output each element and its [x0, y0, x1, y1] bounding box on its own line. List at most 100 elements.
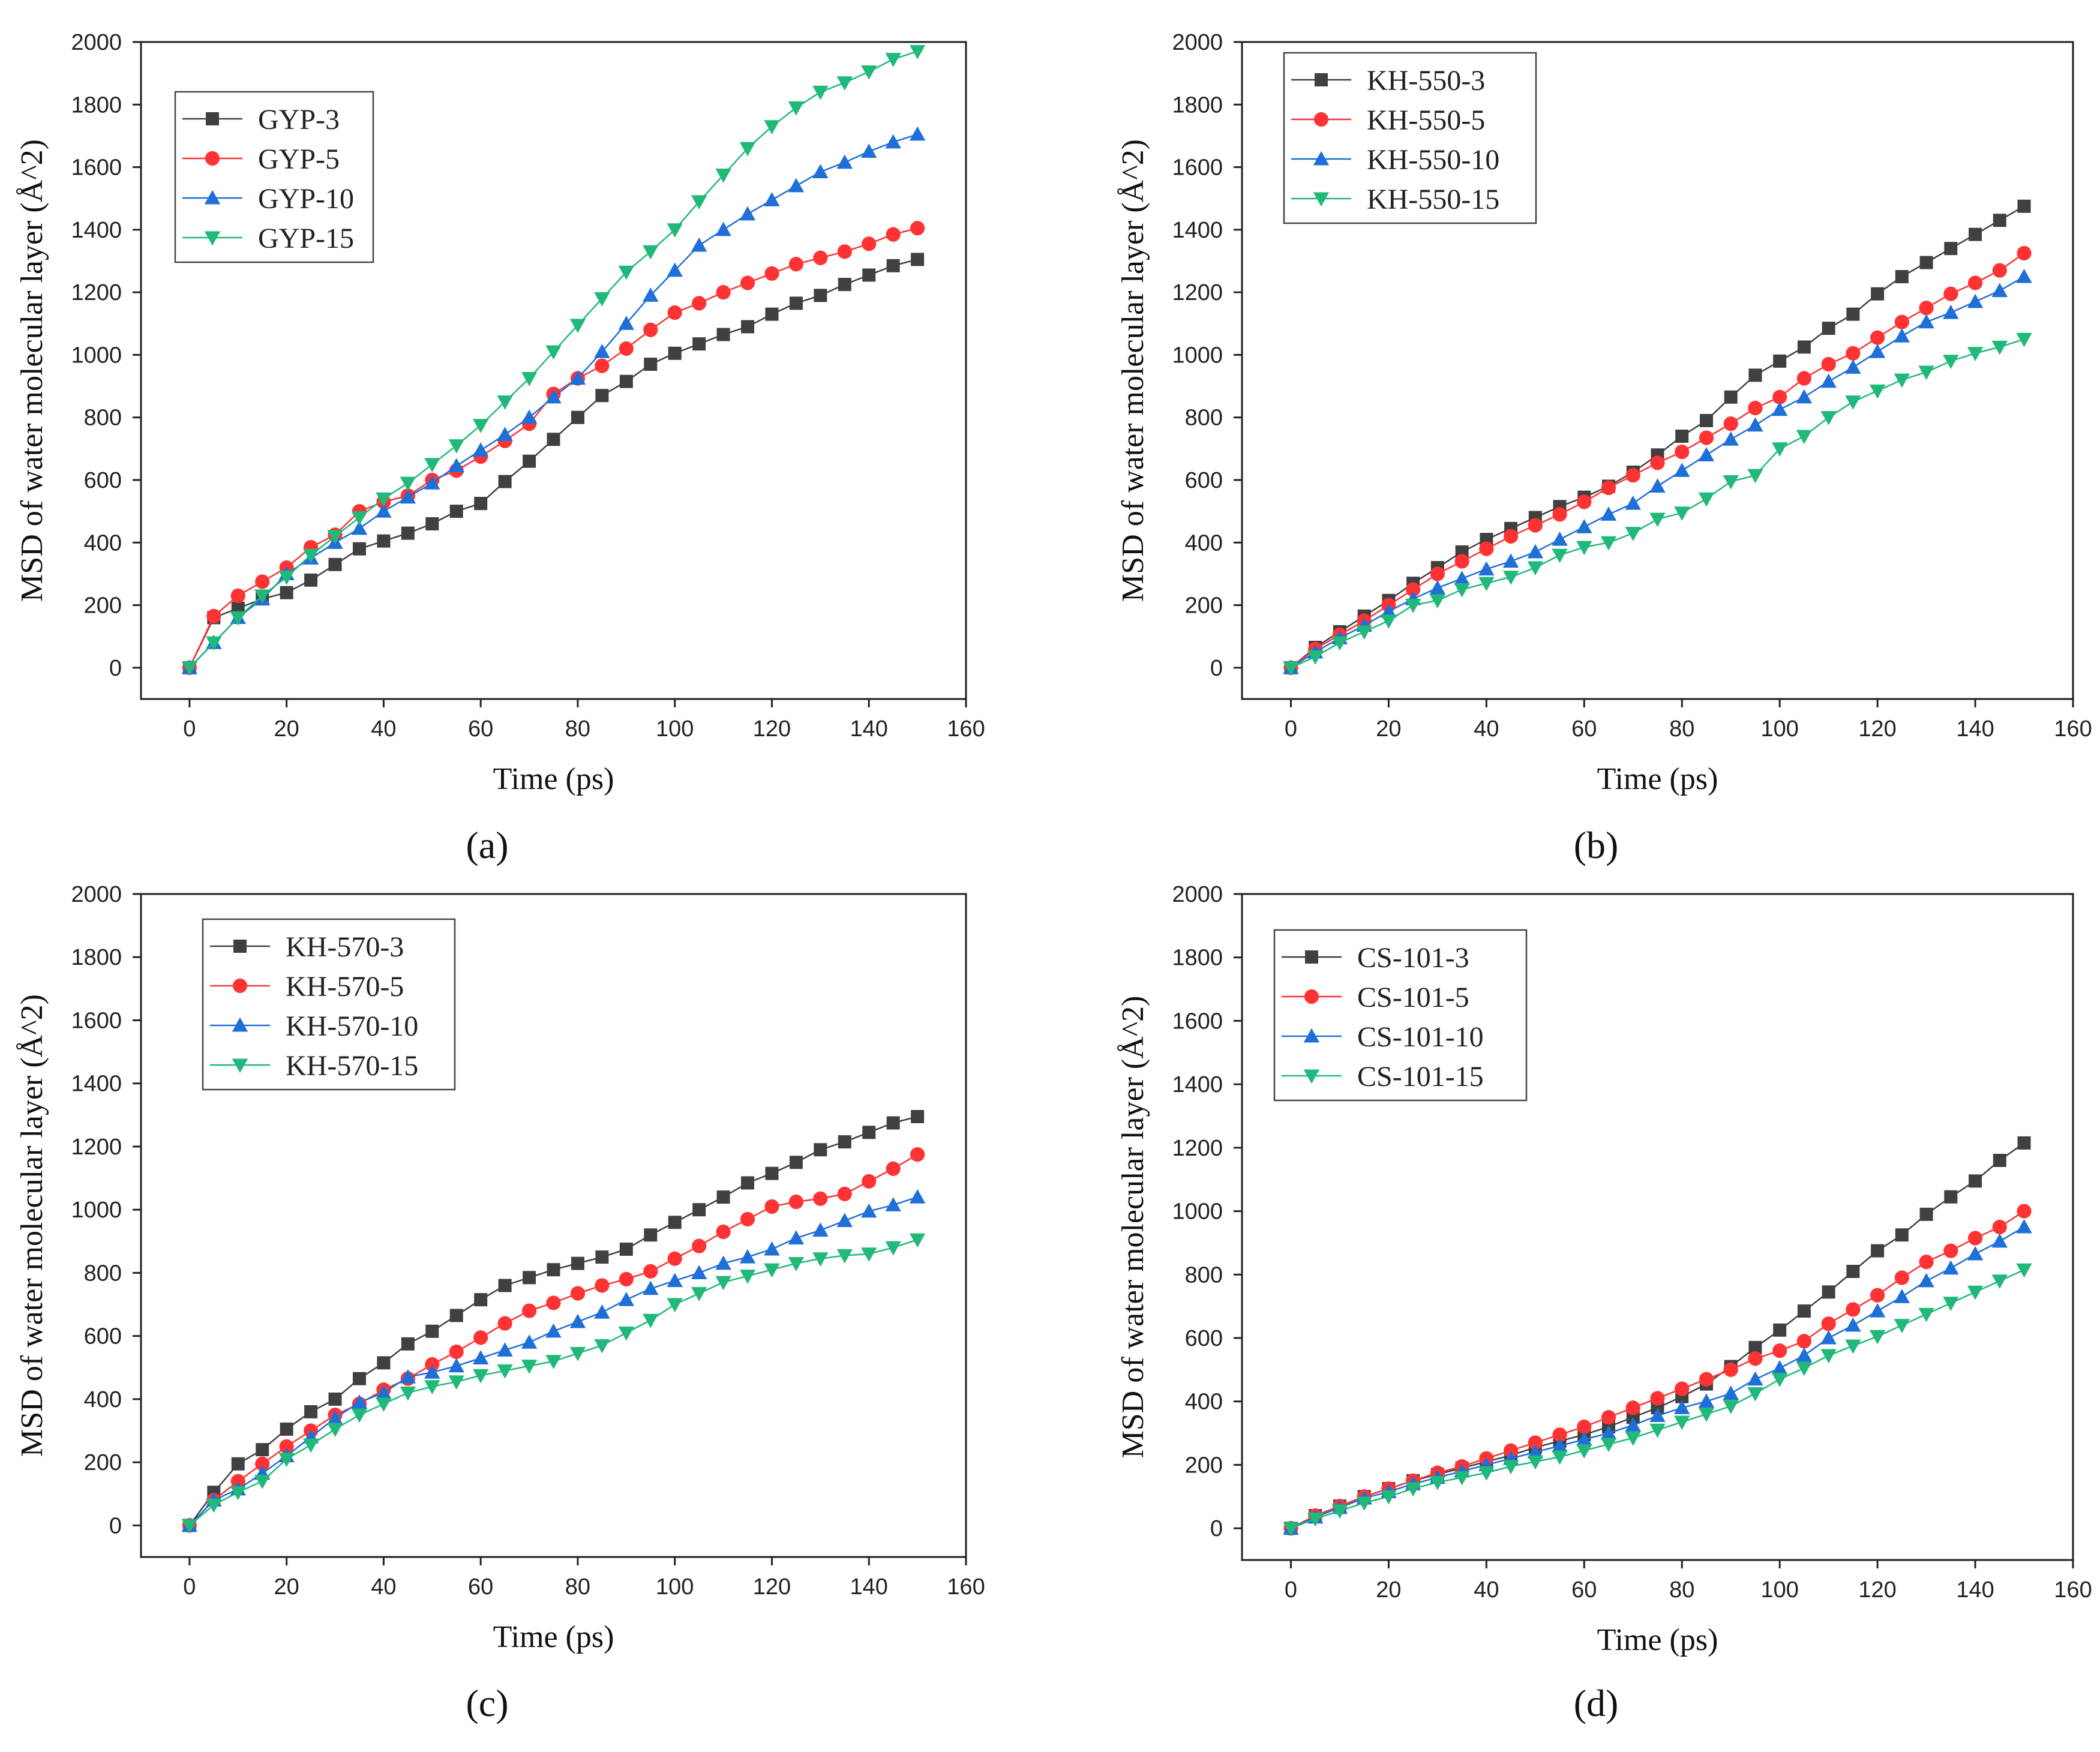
data-point: [618, 265, 635, 280]
data-point: [254, 589, 271, 604]
y-tick-label: 0: [109, 656, 122, 681]
data-point: [1650, 455, 1665, 470]
data-point: [789, 1156, 803, 1169]
data-point: [1993, 1154, 2006, 1167]
x-tick-label: 80: [1669, 1577, 1694, 1603]
data-point: [1943, 304, 1959, 319]
data-point: [861, 1247, 877, 1262]
data-point: [1674, 506, 1690, 521]
data-point: [1723, 1362, 1738, 1377]
data-point: [1429, 1475, 1446, 1490]
data-point: [1871, 287, 1885, 301]
data-point: [1307, 650, 1324, 665]
data-point: [328, 1392, 342, 1406]
data-point: [449, 1309, 463, 1322]
data-point: [1796, 1347, 1813, 1362]
data-point: [1723, 431, 1739, 446]
data-point: [206, 608, 221, 623]
data-point: [1748, 1351, 1763, 1366]
data-point: [764, 120, 780, 134]
data-point: [2017, 199, 2031, 213]
data-point: [521, 1360, 538, 1374]
data-point: [1846, 346, 1861, 361]
data-point: [230, 1486, 246, 1501]
data-point: [1822, 322, 1835, 335]
data-point: [1552, 548, 1568, 563]
data-point: [569, 370, 586, 385]
data-point: [1943, 1260, 1959, 1275]
data-point: [1698, 492, 1715, 507]
data-point: [230, 611, 246, 626]
data-point: [619, 374, 633, 388]
legend-marker: [1315, 73, 1328, 86]
data-point: [1943, 1297, 1959, 1312]
data-point: [1894, 1270, 1909, 1285]
x-tick-label: 160: [947, 716, 985, 742]
data-point: [1600, 1425, 1617, 1440]
data-point: [667, 1298, 683, 1313]
data-point: [472, 1350, 489, 1365]
data-point: [788, 1194, 804, 1210]
data-point: [1528, 518, 1543, 533]
data-point: [1992, 263, 2007, 278]
x-tick-label: 60: [468, 1574, 493, 1600]
data-point: [1870, 1288, 1885, 1303]
data-point: [1625, 527, 1641, 541]
data-point: [1894, 373, 1910, 388]
legend-marker: [205, 151, 220, 166]
data-point: [472, 442, 489, 457]
data-point: [644, 358, 658, 371]
data-point: [1747, 469, 1763, 484]
data-point: [448, 458, 464, 473]
data-point: [376, 503, 392, 518]
data-point: [206, 636, 222, 651]
legend-marker: [1313, 192, 1330, 207]
data-point: [667, 305, 682, 320]
x-tick-label: 140: [1956, 1577, 1994, 1603]
data-point: [256, 1443, 269, 1457]
data-point: [1723, 475, 1739, 490]
data-point: [1820, 1330, 1837, 1345]
legend-label: KH-550-10: [1367, 144, 1499, 176]
data-point: [377, 1356, 391, 1370]
x-axis-title: Time (ps): [1597, 762, 1718, 796]
data-point: [1674, 1415, 1690, 1430]
series-line-KH-570-15: [189, 1238, 918, 1526]
data-point: [1747, 417, 1763, 432]
data-point: [278, 571, 295, 585]
data-point: [376, 492, 392, 507]
data-point: [909, 45, 926, 59]
data-point: [643, 322, 658, 337]
data-point: [400, 476, 416, 491]
series-line-GYP-3: [188, 259, 918, 668]
panel-label: (b): [1574, 824, 1619, 866]
data-point: [788, 1257, 805, 1271]
data-point: [739, 1249, 756, 1264]
data-point: [909, 1233, 926, 1248]
data-point: [595, 389, 609, 403]
data-point: [1478, 577, 1495, 592]
y-axis-title: MSD of water molecular layer (Å^2): [15, 994, 49, 1457]
data-point: [1796, 371, 1812, 386]
data-point: [812, 85, 829, 100]
data-point: [1748, 1340, 1762, 1354]
y-tick-label: 1400: [1172, 1072, 1223, 1097]
data-point: [1967, 1285, 1984, 1300]
data-point: [1405, 1482, 1421, 1497]
data-point: [1822, 1285, 1835, 1299]
legend-label: KH-570-3: [286, 931, 404, 963]
data-point: [1552, 1438, 1568, 1453]
data-point: [1430, 566, 1445, 581]
data-point: [1381, 614, 1397, 629]
x-tick-label: 100: [656, 1574, 694, 1600]
data-point: [1552, 507, 1567, 522]
data-point: [1601, 480, 1616, 496]
y-tick-label: 0: [109, 1513, 122, 1538]
y-tick-label: 1000: [1172, 1199, 1223, 1225]
data-point: [1918, 1273, 1934, 1288]
y-tick-label: 200: [84, 593, 122, 619]
chart-panel-c: 0 20 40 60 80 100 120 140 1600200400600800100012…: [15, 882, 985, 1724]
x-axis-title: Time (ps): [1597, 1623, 1718, 1657]
data-point: [255, 1456, 270, 1471]
data-point: [765, 1166, 779, 1180]
